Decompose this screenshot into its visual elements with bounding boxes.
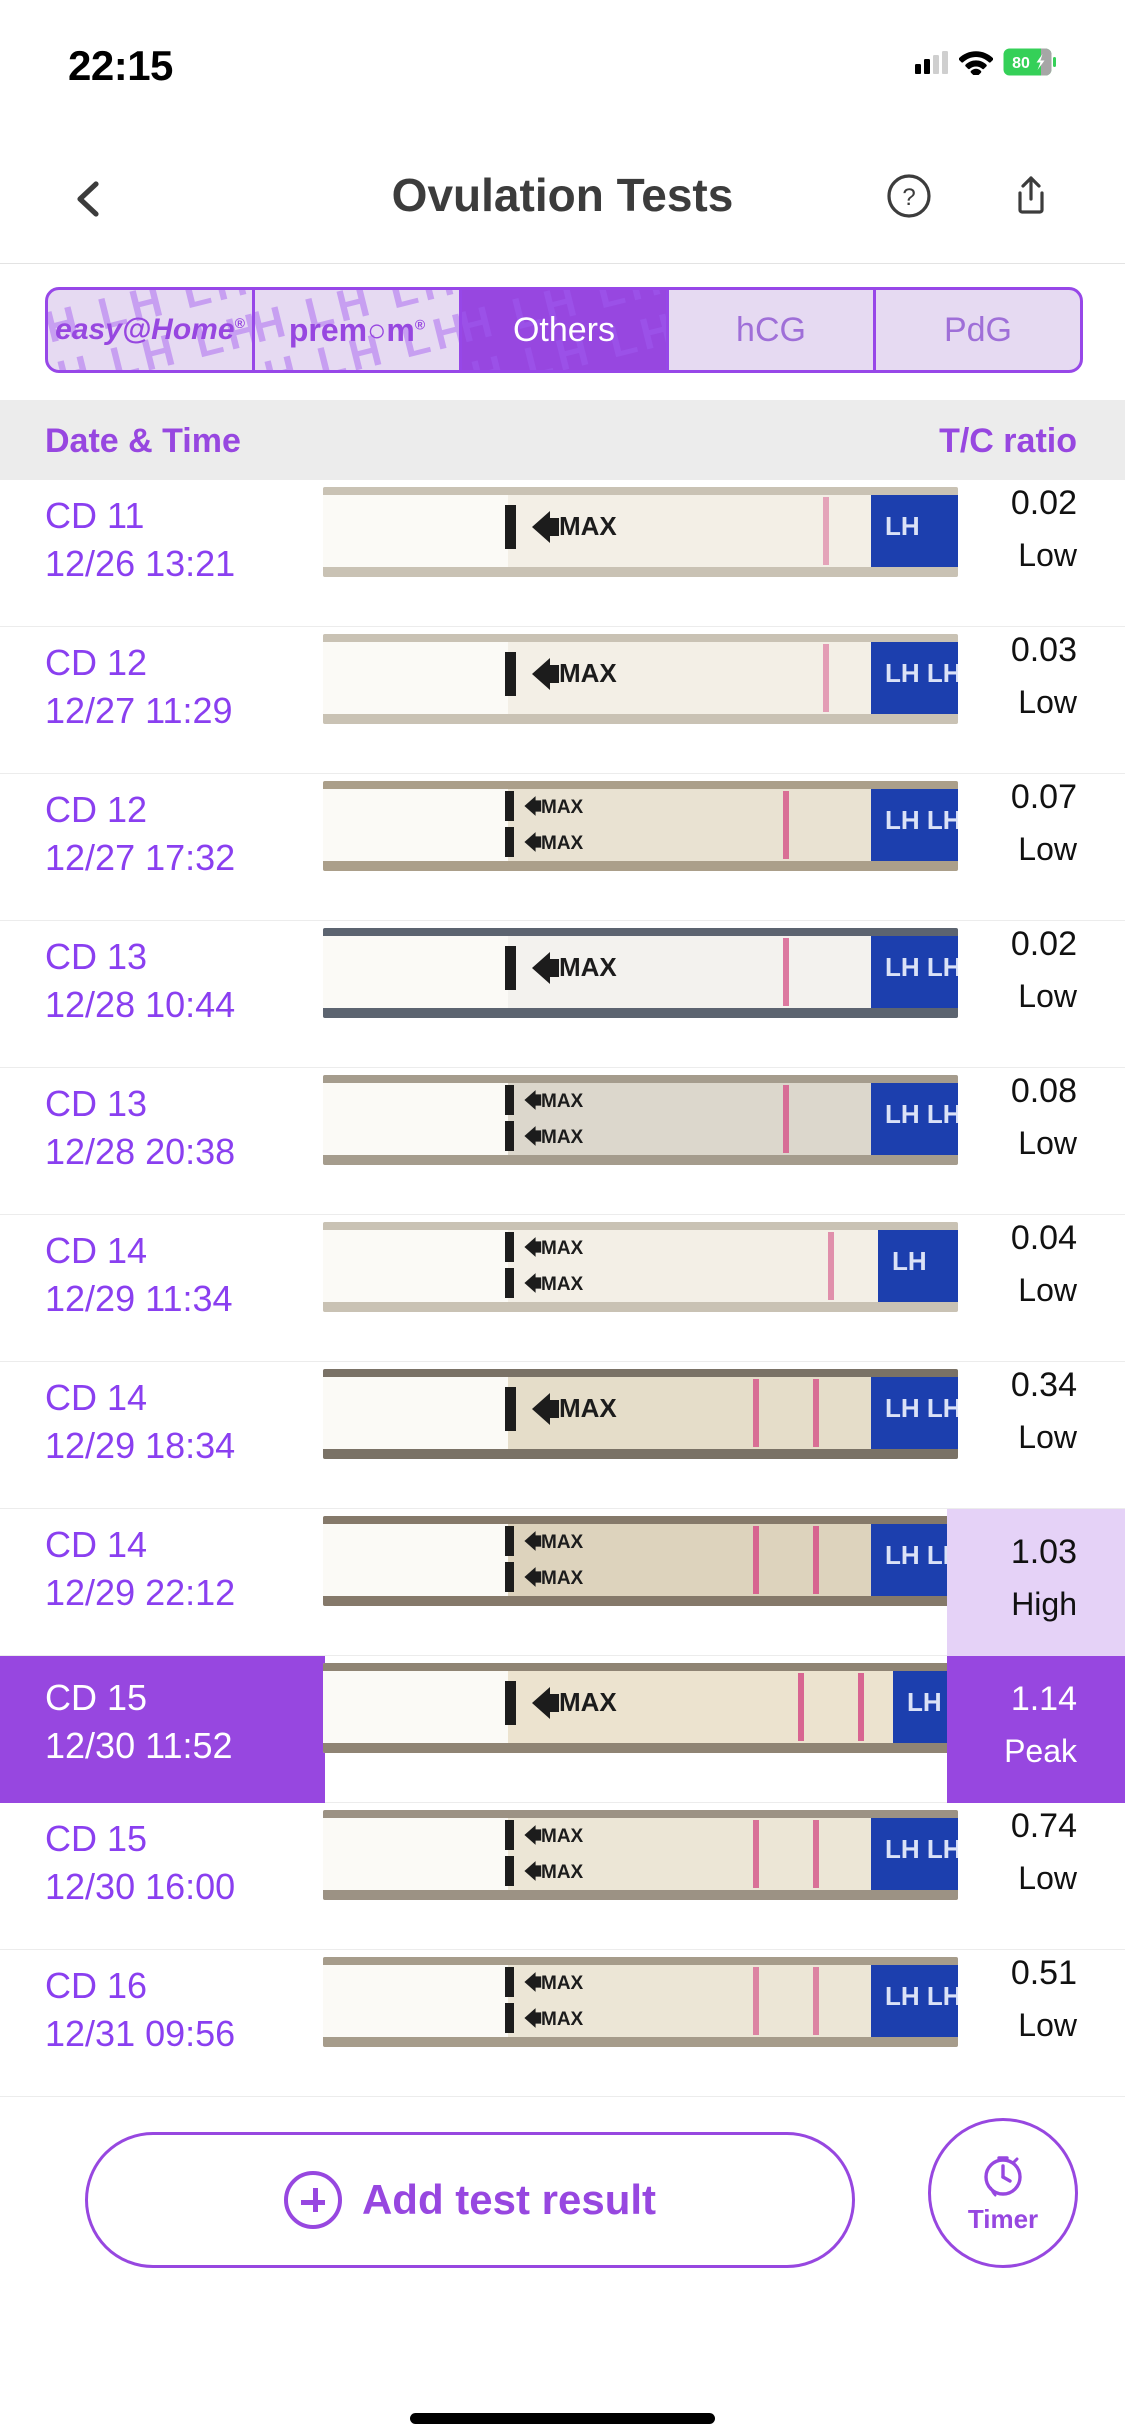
svg-text:?: ? — [902, 184, 915, 211]
svg-text:MAX: MAX — [541, 1532, 584, 1553]
svg-text:MAX: MAX — [541, 1826, 584, 1847]
svg-text:MAX: MAX — [541, 833, 584, 854]
svg-text:MAX: MAX — [541, 1862, 584, 1883]
svg-text:LH: LH — [892, 1246, 927, 1276]
svg-text:MAX: MAX — [559, 511, 617, 541]
svg-text:MAX: MAX — [541, 1274, 584, 1295]
svg-text:MAX: MAX — [559, 658, 617, 688]
svg-text:MAX: MAX — [541, 2009, 584, 2030]
svg-text:MAX: MAX — [541, 1091, 584, 1112]
svg-text:MAX: MAX — [541, 797, 584, 818]
svg-text:MAX: MAX — [559, 952, 617, 982]
svg-text:MAX: MAX — [541, 1568, 584, 1589]
svg-text:MAX: MAX — [559, 1393, 617, 1423]
svg-text:MAX: MAX — [541, 1238, 584, 1259]
svg-text:MAX: MAX — [559, 1687, 617, 1717]
svg-text:80: 80 — [1012, 55, 1030, 72]
svg-text:MAX: MAX — [541, 1127, 584, 1148]
svg-text:LH: LH — [885, 511, 920, 541]
svg-text:MAX: MAX — [541, 1973, 584, 1994]
